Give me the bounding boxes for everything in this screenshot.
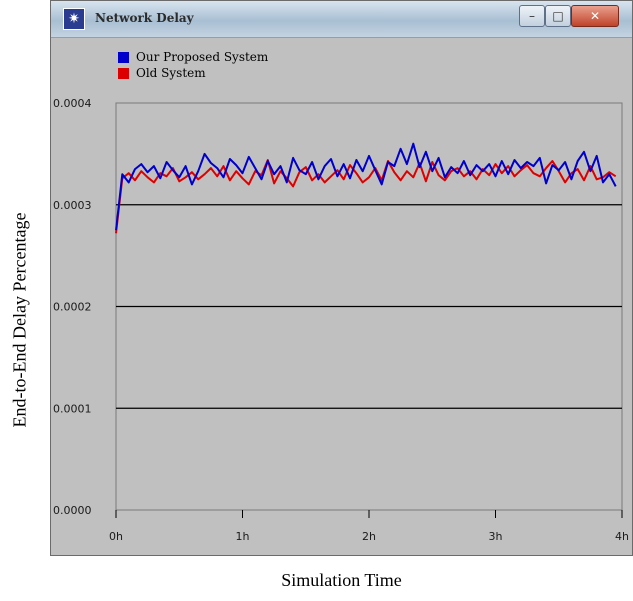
- y-tick-label: 0.0002: [53, 301, 92, 314]
- y-axis-label: End-to-End Delay Percentage: [9, 212, 30, 428]
- x-tick-label: 4h: [615, 530, 629, 543]
- legend-swatch: [118, 67, 129, 79]
- x-tick-label: 3h: [489, 530, 503, 543]
- close-button[interactable]: ✕: [571, 5, 619, 27]
- legend-swatch: [118, 51, 129, 63]
- x-tick-label: 0h: [109, 530, 123, 543]
- y-tick-label: 0.0001: [53, 402, 92, 415]
- y-axis-label-box: End-to-End Delay Percentage: [0, 0, 40, 601]
- maximize-button[interactable]: □: [545, 5, 571, 27]
- y-tick-label: 0.0003: [53, 199, 92, 212]
- legend-label: Old System: [136, 66, 206, 80]
- window-title: Network Delay: [95, 11, 194, 25]
- y-tick-label: 0.0000: [53, 504, 92, 517]
- x-axis-label: Simulation Time: [281, 570, 402, 590]
- x-tick-label: 1h: [236, 530, 250, 543]
- chart-window: ✷ Network Delay – □ ✕ Our Proposed Syste…: [50, 0, 633, 556]
- window-titlebar[interactable]: ✷ Network Delay – □ ✕: [51, 1, 632, 38]
- legend-label: Our Proposed System: [136, 50, 269, 64]
- x-tick-label: 2h: [362, 530, 376, 543]
- legend-item-proposed: Our Proposed System: [118, 49, 268, 65]
- series-line-old-system: [115, 159, 617, 234]
- minimize-button[interactable]: –: [519, 5, 545, 27]
- y-tick-label: 0.0004: [53, 97, 92, 110]
- legend-item-old: Old System: [118, 65, 268, 81]
- app-star-icon: ✷: [63, 8, 85, 30]
- chart-legend: Our Proposed System Old System: [118, 49, 268, 81]
- series-line-proposed-system: [115, 142, 617, 231]
